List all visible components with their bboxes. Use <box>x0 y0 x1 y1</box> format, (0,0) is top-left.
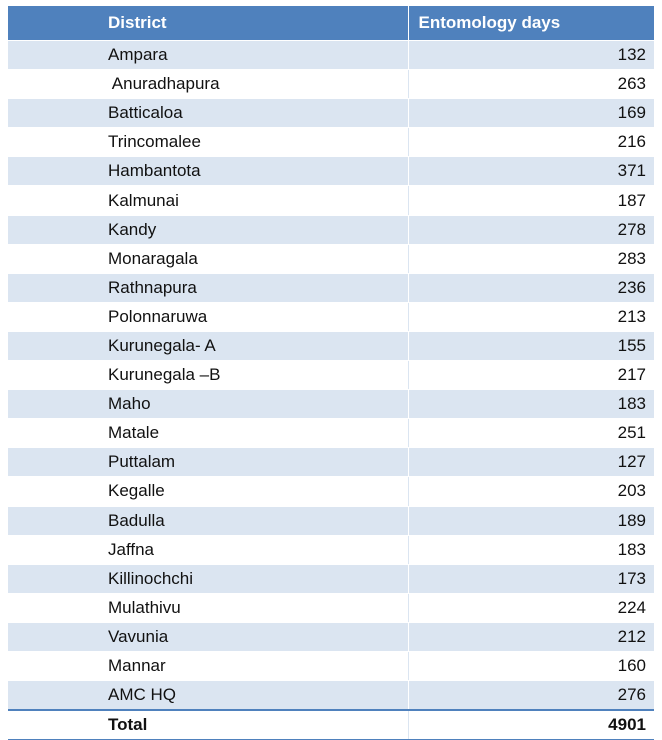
total-row: Total 4901 <box>8 709 654 740</box>
table-row: Rathnapura 236 <box>8 273 654 303</box>
table-row: Kurunegala- A 155 <box>8 331 654 362</box>
table-body: Ampara 132 Anuradhapura 263 Batticaloa 169 … <box>8 40 654 740</box>
days-cell: 278 <box>408 215 654 245</box>
district-cell: Kurunegala- A <box>8 331 409 362</box>
days-cell: 127 <box>408 447 654 478</box>
days-cell: 189 <box>408 506 654 536</box>
days-cell: 213 <box>408 302 654 332</box>
total-label: Total <box>8 709 409 740</box>
table-row: Kandy 278 <box>8 215 654 245</box>
days-cell: 212 <box>408 622 654 652</box>
table-row: Badulla 189 <box>8 506 654 536</box>
days-cell: 183 <box>408 535 654 565</box>
district-cell: Rathnapura <box>8 273 409 303</box>
district-cell: Mulathivu <box>8 593 409 623</box>
header-entomology-days: Entomology days <box>408 6 654 41</box>
district-cell: AMC HQ <box>8 680 409 711</box>
district-cell: Kurunegala –B <box>8 360 409 391</box>
table-row: Anuradhapura 263 <box>8 69 654 100</box>
district-cell: Ampara <box>8 40 409 71</box>
district-cell: Kandy <box>8 215 409 245</box>
table-row: Maho 183 <box>8 389 654 420</box>
days-cell: 187 <box>408 185 654 216</box>
table-row: Trincomalee 216 <box>8 127 654 158</box>
days-cell: 203 <box>408 476 654 507</box>
days-cell: 371 <box>408 156 654 187</box>
table-row: Hambantota 371 <box>8 156 654 187</box>
table-row: Monaragala 283 <box>8 244 654 274</box>
table-row: Killinochchi 173 <box>8 564 654 594</box>
table-header: District Entomology days <box>8 6 654 41</box>
district-cell: Jaffna <box>8 535 409 565</box>
district-cell: Polonnaruwa <box>8 302 409 332</box>
days-cell: 236 <box>408 273 654 303</box>
table-row: Matale 251 <box>8 418 654 449</box>
days-cell: 263 <box>408 69 654 100</box>
table-row: Puttalam 127 <box>8 447 654 478</box>
days-cell: 160 <box>408 651 654 682</box>
table-row: Jaffna 183 <box>8 535 654 565</box>
district-cell: Kegalle <box>8 476 409 507</box>
total-value: 4901 <box>408 709 654 740</box>
district-cell: Vavunia <box>8 622 409 652</box>
district-cell: Badulla <box>8 506 409 536</box>
days-cell: 224 <box>408 593 654 623</box>
table-container: District Entomology days Ampara 132 Anura… <box>8 6 654 740</box>
table-row: AMC HQ 276 <box>8 680 654 711</box>
table-row: Ampara 132 <box>8 40 654 71</box>
district-table: District Entomology days Ampara 132 Anura… <box>8 6 654 740</box>
table-row: Mulathivu 224 <box>8 593 654 623</box>
days-cell: 217 <box>408 360 654 391</box>
district-cell: Kalmunai <box>8 185 409 216</box>
district-cell: Puttalam <box>8 447 409 478</box>
district-cell: Monaragala <box>8 244 409 274</box>
header-district: District <box>8 6 409 41</box>
days-cell: 283 <box>408 244 654 274</box>
table-row: Mannar 160 <box>8 651 654 682</box>
district-cell: Trincomalee <box>8 127 409 158</box>
table-row: Polonnaruwa 213 <box>8 302 654 332</box>
days-cell: 216 <box>408 127 654 158</box>
district-cell: Matale <box>8 418 409 449</box>
days-cell: 155 <box>408 331 654 362</box>
table-row: Kurunegala –B 217 <box>8 360 654 391</box>
district-cell: Maho <box>8 389 409 420</box>
table-row: Batticaloa 169 <box>8 98 654 129</box>
district-cell: Hambantota <box>8 156 409 187</box>
district-cell: Anuradhapura <box>8 69 409 100</box>
header-row: District Entomology days <box>8 6 654 41</box>
days-cell: 132 <box>408 40 654 71</box>
table-row: Vavunia 212 <box>8 622 654 652</box>
table-row: Kegalle 203 <box>8 476 654 507</box>
days-cell: 276 <box>408 680 654 711</box>
days-cell: 169 <box>408 98 654 129</box>
days-cell: 173 <box>408 564 654 594</box>
table-row: Kalmunai 187 <box>8 185 654 216</box>
district-cell: Batticaloa <box>8 98 409 129</box>
district-cell: Killinochchi <box>8 564 409 594</box>
district-cell: Mannar <box>8 651 409 682</box>
days-cell: 183 <box>408 389 654 420</box>
days-cell: 251 <box>408 418 654 449</box>
